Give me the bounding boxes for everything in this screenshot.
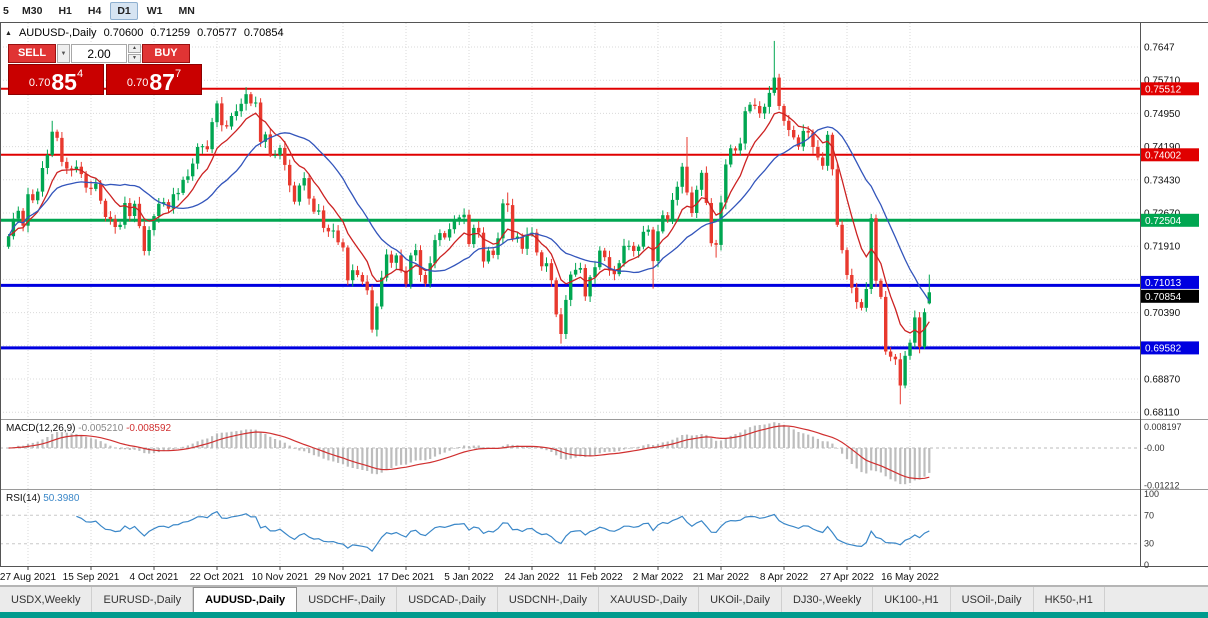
svg-text:0.75710: 0.75710 <box>1144 76 1181 87</box>
one-click-trading-panel: SELL ▼ ▲ ▼ BUY 0.70 85 4 0.70 87 7 <box>8 44 206 95</box>
timeframe-button-h1[interactable]: H1 <box>58 5 72 17</box>
ohlc-low: 0.70577 <box>197 27 237 39</box>
sell-price-big: 85 <box>51 69 77 95</box>
buy-price-big: 87 <box>149 69 175 95</box>
svg-text:100: 100 <box>1144 489 1159 499</box>
ohlc-high: 0.71259 <box>150 27 191 39</box>
svg-text:0.70390: 0.70390 <box>1144 308 1181 319</box>
svg-text:0.72504: 0.72504 <box>1145 216 1182 227</box>
panel-toggle-icon[interactable]: ▲ <box>5 29 12 37</box>
sell-price-prefix: 0.70 <box>28 77 51 89</box>
price-chart[interactable]: 27 Aug 2021 15 Sep 2021 4 Oct 2021 22 Oct 2… <box>0 0 1208 586</box>
svg-text:0.70854: 0.70854 <box>1145 292 1182 303</box>
svg-text:0.69582: 0.69582 <box>1145 343 1182 354</box>
svg-text:0.68110: 0.68110 <box>1144 408 1180 419</box>
timeframe-button-h4[interactable]: H4 <box>87 5 102 17</box>
svg-text:0: 0 <box>1144 560 1149 570</box>
svg-text:0.74950: 0.74950 <box>1144 109 1181 120</box>
moving-averages <box>8 111 930 335</box>
svg-text:21 Mar 2022: 21 Mar 2022 <box>693 572 750 583</box>
svg-text:8 Apr 2022: 8 Apr 2022 <box>760 572 809 583</box>
chart-tab-usoil-daily[interactable]: USOil-,Daily <box>951 587 1034 612</box>
horizontal-levels <box>0 87 1140 350</box>
chart-tab-xauusd-daily[interactable]: XAUUSD-,Daily <box>599 587 700 612</box>
svg-text:0.71013: 0.71013 <box>1145 278 1182 289</box>
svg-text:5 Jan 2022: 5 Jan 2022 <box>444 572 494 583</box>
svg-text:4 Oct 2021: 4 Oct 2021 <box>130 572 179 583</box>
timeframe-button-w1[interactable]: W1 <box>146 5 163 17</box>
svg-text:17 Dec 2021: 17 Dec 2021 <box>378 572 435 583</box>
svg-text:0.74002: 0.74002 <box>1145 150 1182 161</box>
svg-text:10 Nov 2021: 10 Nov 2021 <box>252 572 309 583</box>
spin-up-icon[interactable]: ▲ <box>128 44 141 53</box>
svg-text:0.7647: 0.7647 <box>1144 43 1175 54</box>
chart-tabs: USDX,Weekly EURUSD-,Daily AUDUSD-,Daily USD… <box>0 586 1208 612</box>
spin-down-icon[interactable]: ▼ <box>128 54 141 63</box>
svg-text:70: 70 <box>1144 510 1154 520</box>
svg-text:RSI(14) 50.3980: RSI(14) 50.3980 <box>6 493 80 504</box>
svg-text:11 Feb 2022: 11 Feb 2022 <box>567 572 623 583</box>
svg-text:2 Mar 2022: 2 Mar 2022 <box>633 572 684 583</box>
chart-tab-eurusd-daily[interactable]: EURUSD-,Daily <box>92 587 194 612</box>
svg-text:0.71910: 0.71910 <box>1144 242 1181 253</box>
buy-price-sup: 7 <box>174 68 182 80</box>
chart-tab-dj30-weekly[interactable]: DJ30-,Weekly <box>782 587 874 612</box>
svg-text:29 Nov 2021: 29 Nov 2021 <box>315 572 372 583</box>
chart-tab-uk100-h1[interactable]: UK100-,H1 <box>873 587 951 612</box>
volume-stepper[interactable]: ▲ ▼ <box>128 44 141 63</box>
svg-text:MACD(12,26,9) -0.005210 -0.008: MACD(12,26,9) -0.005210 -0.008592 <box>6 423 172 434</box>
chart-tab-usdx-weekly[interactable]: USDX,Weekly <box>0 587 93 612</box>
chevron-down-icon: ▼ <box>60 50 67 57</box>
borders <box>0 22 1208 586</box>
status-strip <box>0 612 1208 618</box>
indicator-labels: MACD(12,26,9) -0.005210 -0.008592 RSI(14)… <box>6 423 172 504</box>
timeframe-toolbar: 5 M30 H1 H4 D1 W1 MN <box>0 0 1208 22</box>
sell-button[interactable]: SELL <box>8 44 56 63</box>
buy-price-box[interactable]: 0.70 87 7 <box>106 64 202 95</box>
date-axis[interactable]: 27 Aug 2021 15 Sep 2021 4 Oct 2021 22 Oct 2… <box>0 566 939 583</box>
svg-text:27 Aug 2021: 27 Aug 2021 <box>0 572 57 583</box>
svg-text:27 Apr 2022: 27 Apr 2022 <box>820 572 874 583</box>
svg-text:22 Oct 2021: 22 Oct 2021 <box>190 572 245 583</box>
timeframe-button-m30[interactable]: M30 <box>22 5 43 17</box>
svg-text:30: 30 <box>1144 539 1154 549</box>
chart-title: ▲ AUDUSD-,Daily 0.70600 0.71259 0.70577 … <box>5 27 284 39</box>
timeframe-button-d1[interactable]: D1 <box>110 2 138 20</box>
chart-tab-usdcad-daily[interactable]: USDCAD-,Daily <box>397 587 498 612</box>
macd-pane <box>0 422 1140 485</box>
svg-text:0.68870: 0.68870 <box>1144 375 1181 386</box>
svg-text:0.73430: 0.73430 <box>1144 175 1181 186</box>
svg-text:16 May 2022: 16 May 2022 <box>881 572 939 583</box>
sell-price-sup: 4 <box>76 68 84 80</box>
svg-text:0.75512: 0.75512 <box>1145 84 1182 95</box>
chart-tab-ukoil-daily[interactable]: UKOil-,Daily <box>699 587 782 612</box>
chart-tab-hk50-h1[interactable]: HK50-,H1 <box>1034 587 1105 612</box>
symbol-label: AUDUSD-,Daily <box>18 27 97 39</box>
timeframe-button-mn[interactable]: MN <box>178 5 195 17</box>
chart-tab-audusd-daily[interactable]: AUDUSD-,Daily <box>193 587 298 612</box>
price-scale[interactable]: 0.76470.757100.749500.741900.734300.7267… <box>1141 43 1199 571</box>
timeframe-button-5[interactable]: 5 <box>3 5 9 17</box>
volume-input[interactable] <box>71 44 127 63</box>
buy-button[interactable]: BUY <box>142 44 190 63</box>
rsi-pane <box>0 510 1140 552</box>
svg-text:-0.01212: -0.01212 <box>1144 481 1180 491</box>
svg-text:24 Jan 2022: 24 Jan 2022 <box>504 572 559 583</box>
order-type-dropdown[interactable]: ▼ <box>57 44 70 63</box>
chart-tab-usdchf-daily[interactable]: USDCHF-,Daily <box>297 587 398 612</box>
svg-text:0.008197: 0.008197 <box>1144 422 1182 432</box>
buy-price-prefix: 0.70 <box>126 77 149 89</box>
svg-text:-0.00: -0.00 <box>1144 443 1165 453</box>
chart-tab-usdcnh-daily[interactable]: USDCNH-,Daily <box>498 587 600 612</box>
svg-text:0.74190: 0.74190 <box>1144 142 1181 153</box>
ohlc-close: 0.70854 <box>243 27 284 39</box>
ohlc-open: 0.70600 <box>103 27 144 39</box>
sell-price-box[interactable]: 0.70 85 4 <box>8 64 104 95</box>
svg-text:15 Sep 2021: 15 Sep 2021 <box>63 572 120 583</box>
